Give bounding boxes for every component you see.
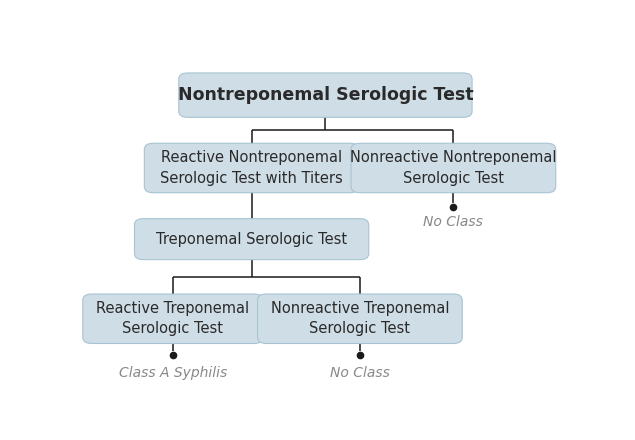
Text: Treponemal Serologic Test: Treponemal Serologic Test: [156, 231, 347, 247]
Text: No Class: No Class: [424, 215, 483, 229]
FancyBboxPatch shape: [179, 73, 472, 117]
FancyBboxPatch shape: [258, 294, 462, 344]
Text: Nontreponemal Serologic Test: Nontreponemal Serologic Test: [178, 86, 473, 104]
Text: Reactive Nontreponemal
Serologic Test with Titers: Reactive Nontreponemal Serologic Test wi…: [160, 150, 343, 186]
FancyBboxPatch shape: [83, 294, 263, 344]
FancyBboxPatch shape: [351, 143, 556, 193]
Text: Nonreactive Nontreponemal
Serologic Test: Nonreactive Nontreponemal Serologic Test: [350, 150, 557, 186]
Text: No Class: No Class: [330, 366, 390, 380]
FancyBboxPatch shape: [135, 219, 369, 260]
Text: Class A Syphilis: Class A Syphilis: [119, 366, 227, 380]
FancyBboxPatch shape: [144, 143, 359, 193]
Text: Reactive Treponemal
Serologic Test: Reactive Treponemal Serologic Test: [97, 301, 250, 337]
Text: Nonreactive Treponemal
Serologic Test: Nonreactive Treponemal Serologic Test: [271, 301, 449, 337]
